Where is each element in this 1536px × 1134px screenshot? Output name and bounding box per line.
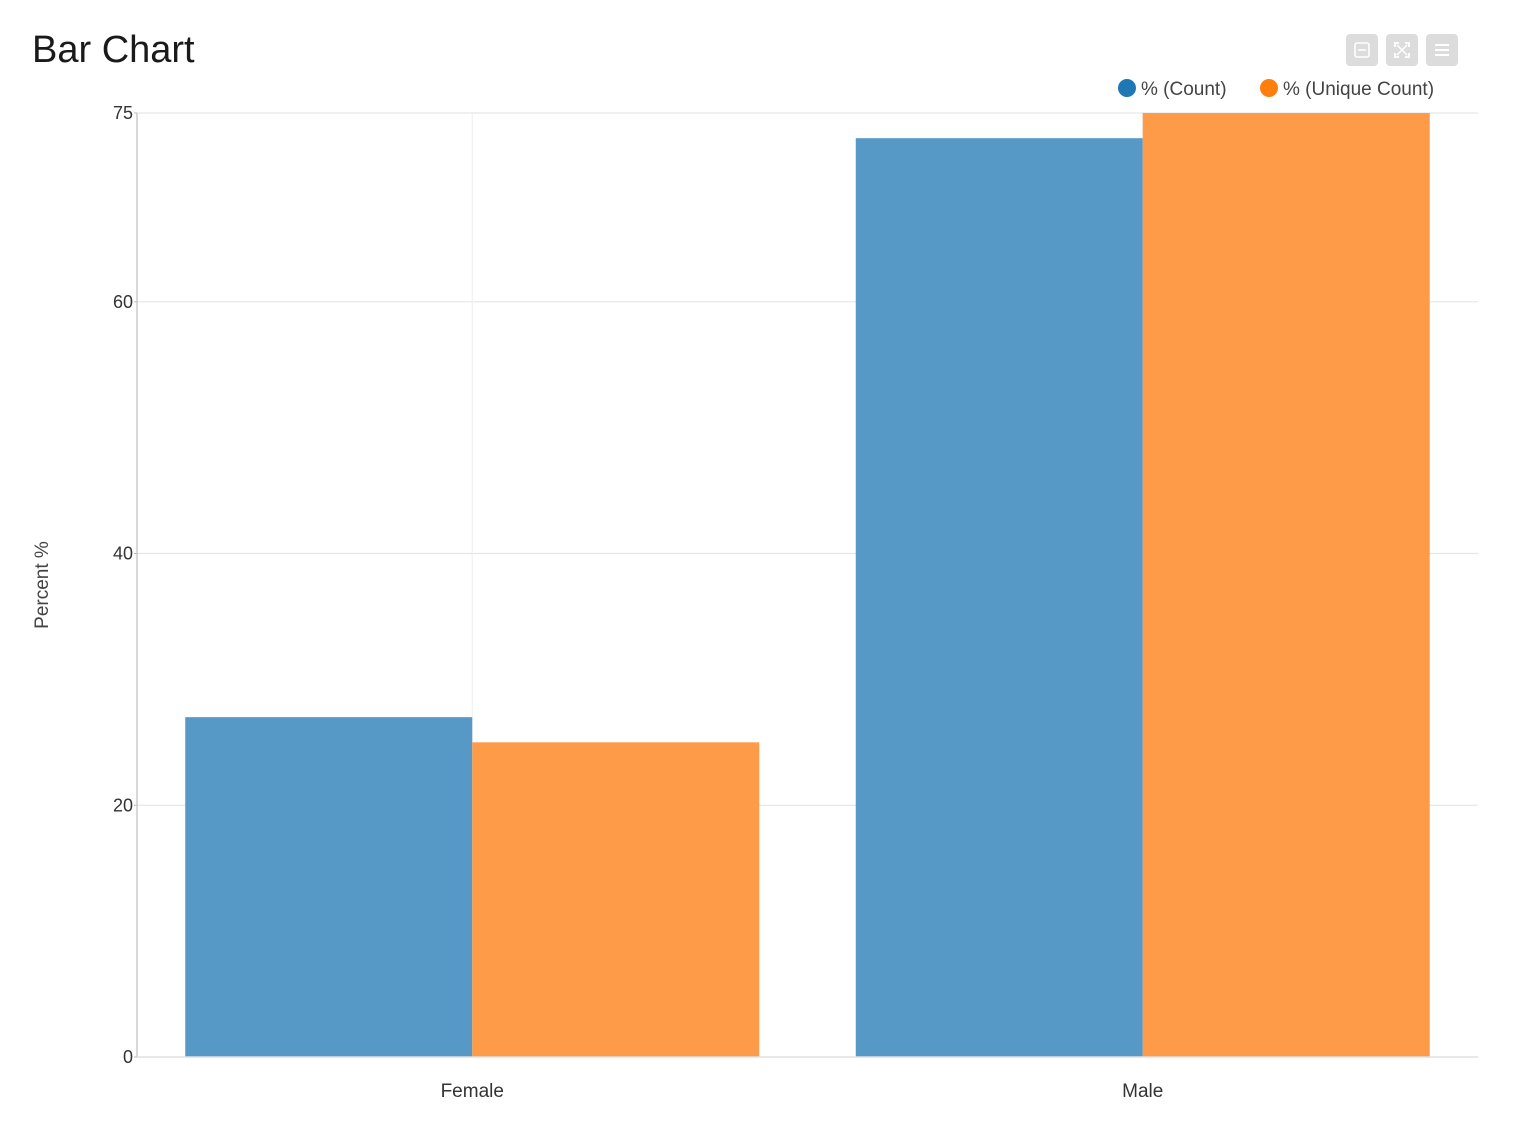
chart-title: Bar Chart — [32, 29, 195, 71]
menu-button[interactable] — [1426, 34, 1458, 66]
legend: % (Count) % (Unique Count) — [1118, 79, 1434, 100]
y-tick-label: 75 — [113, 103, 133, 123]
legend-marker[interactable] — [1260, 79, 1278, 97]
y-tick-label: 20 — [113, 795, 133, 815]
y-tick-label: 40 — [113, 544, 133, 564]
x-category-label: Male — [1122, 1081, 1163, 1102]
axes — [136, 113, 1478, 1058]
bar-count-female[interactable] — [185, 717, 473, 1057]
bar-unique-count-female[interactable] — [472, 742, 760, 1057]
menu-icon — [1433, 41, 1451, 59]
legend-marker[interactable] — [1118, 79, 1136, 97]
legend-label[interactable]: % (Count) — [1141, 79, 1227, 100]
bar-unique-count-male[interactable] — [1142, 113, 1430, 1057]
y-ticks: 0 20 40 60 75 — [113, 103, 137, 1067]
y-tick-label: 60 — [113, 292, 133, 312]
minimize-button[interactable] — [1346, 34, 1378, 66]
x-category-label: Female — [441, 1081, 504, 1102]
expand-icon — [1393, 41, 1411, 59]
chart-toolbar — [1346, 34, 1458, 66]
expand-button[interactable] — [1386, 34, 1418, 66]
x-categories: Female Male — [441, 1081, 1164, 1102]
bar-count-male[interactable] — [855, 138, 1143, 1057]
y-axis-title: Percent % — [32, 541, 53, 629]
minimize-icon — [1353, 41, 1371, 59]
y-tick-label: 0 — [123, 1047, 133, 1067]
bars — [185, 113, 1430, 1057]
legend-label[interactable]: % (Unique Count) — [1283, 79, 1434, 100]
